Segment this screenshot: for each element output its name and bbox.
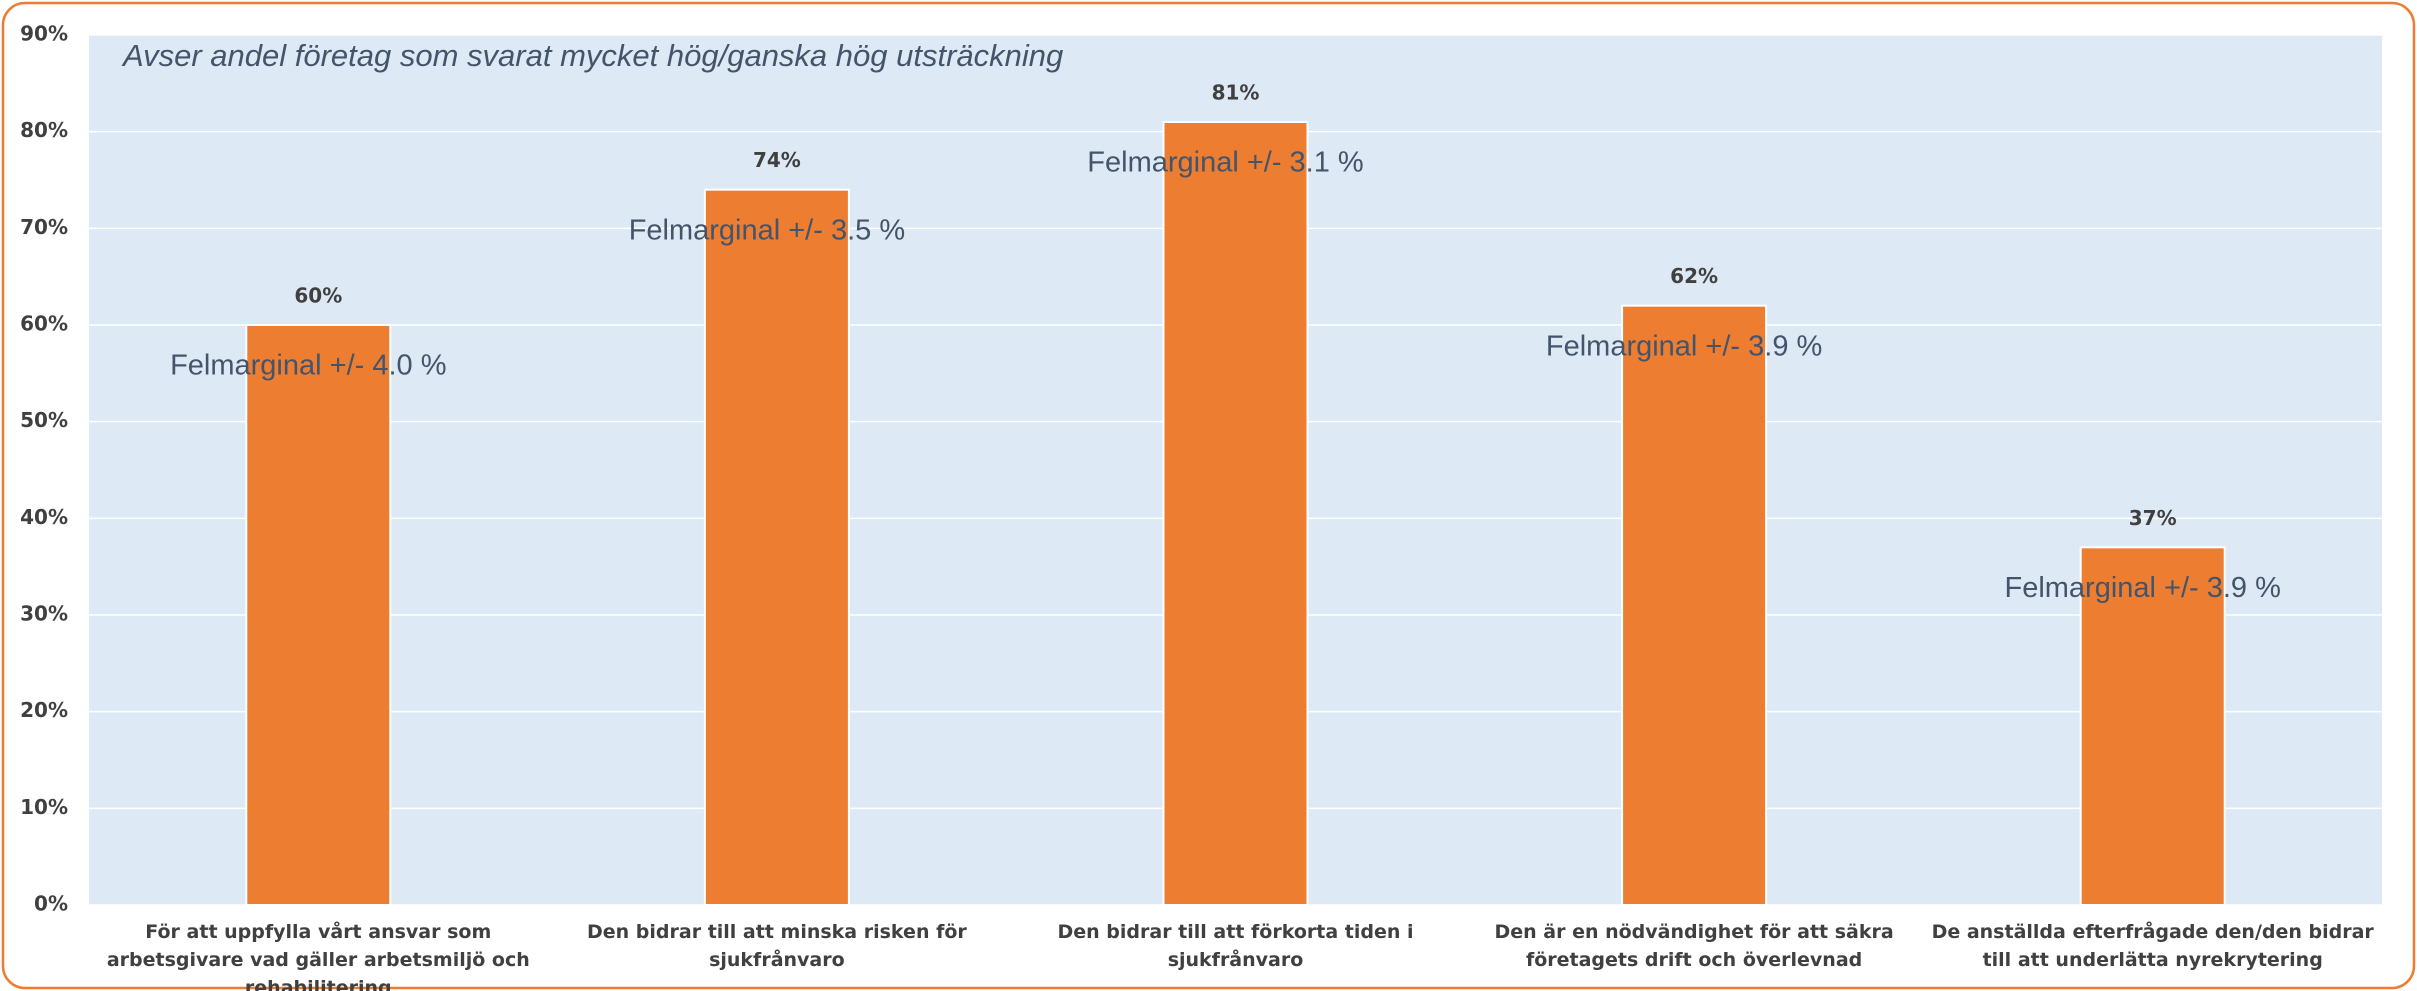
y-tick-label: 20% xyxy=(20,698,68,722)
y-tick-label: 70% xyxy=(20,215,68,239)
annotation: Felmarginal +/- 3.9 % xyxy=(2004,572,2280,604)
y-tick-label: 50% xyxy=(20,408,68,432)
bar xyxy=(1162,121,1309,906)
annotation: Felmarginal +/- 3.5 % xyxy=(629,214,905,246)
subtitle: Avser andel företag som svarat mycket hö… xyxy=(121,38,1063,73)
data-label: 74% xyxy=(753,148,801,172)
x-tick-label: Den bidrar till att minska risken för sj… xyxy=(587,921,967,971)
x-tick-label: Den är en nödvändighet för att säkra för… xyxy=(1494,921,1894,971)
x-tick-label: Den bidrar till att förkorta tiden i sju… xyxy=(1057,921,1414,971)
y-tick-label: 40% xyxy=(20,505,68,529)
y-tick-label: 10% xyxy=(20,795,68,819)
data-label: 62% xyxy=(1670,264,1718,288)
data-label: 37% xyxy=(2129,506,2177,530)
y-tick-label: 80% xyxy=(20,118,68,142)
bar xyxy=(703,188,850,906)
y-tick-label: 0% xyxy=(34,892,68,916)
bar xyxy=(1621,304,1768,906)
bar xyxy=(2079,546,2226,906)
bar xyxy=(245,324,392,906)
y-tick-label: 30% xyxy=(20,602,68,626)
y-tick-label: 60% xyxy=(20,312,68,336)
y-tick-label: 90% xyxy=(20,22,68,46)
x-tick-label: De anställda efterfrågade den/den bidrar… xyxy=(1931,921,2374,971)
annotation: Felmarginal +/- 3.9 % xyxy=(1546,330,1822,362)
annotation: Felmarginal +/- 4.0 % xyxy=(170,350,446,382)
data-label: 81% xyxy=(1212,81,1260,105)
x-tick-label: För att uppfylla vårt ansvar som arbetsg… xyxy=(106,921,530,991)
annotation: Felmarginal +/- 3.1 % xyxy=(1087,147,1363,179)
data-label: 60% xyxy=(294,284,342,308)
